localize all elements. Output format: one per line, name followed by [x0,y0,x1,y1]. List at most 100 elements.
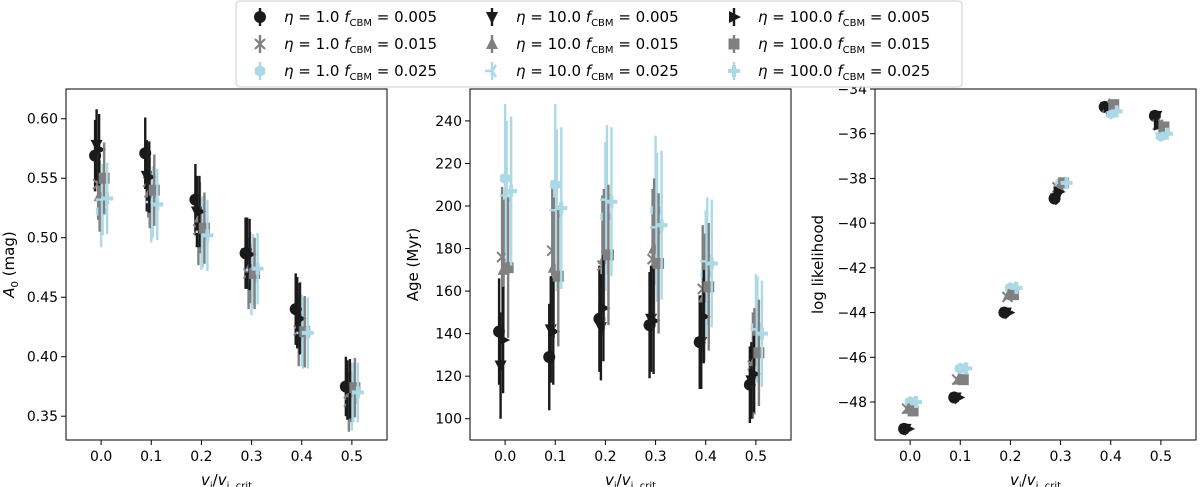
y-axis-label: log likelihood [809,215,827,314]
point-p2-s7-x4 [698,310,711,323]
legend-entry-6: η = 10.0 fCBM = 0.025 [485,62,679,83]
point-p3-s9-x5 [1160,127,1173,140]
legend-entry-3: η = 1.0 fCBM = 0.025 [254,62,437,83]
y-tick-label: 0.40 [27,350,58,366]
point-p2-s8-x2 [602,249,614,261]
y-tick-label: 0.60 [27,112,58,128]
legend-label: η = 1.0 fCBM = 0.005 [284,8,437,29]
point-p2-s7-x3 [648,314,661,327]
legend-entry-8: η = 100.0 fCBM = 0.015 [728,35,930,56]
y-axis-label: Age (Myr) [404,228,422,301]
legend-entry-4: η = 10.0 fCBM = 0.005 [486,8,679,29]
legend-marker-icon [728,65,740,77]
x-tick-label: 0.5 [745,449,767,465]
x-axis-label: vi/vi, crit [605,471,656,487]
point-p1-s7-x2 [194,205,207,218]
point-p3-s9-x3 [1060,176,1073,189]
y-tick-label: 180 [435,242,462,258]
x-tick-label: 0.3 [1049,449,1071,465]
x-tick-label: 0.3 [240,449,262,465]
point-p1-s8-x0 [98,172,110,184]
x-tick-label: 0.3 [644,449,666,465]
x-tick-label: 0.2 [594,449,616,465]
point-p2-s8-x5 [753,347,765,359]
x-tick-label: 0.0 [494,449,516,465]
legend-entry-9: η = 100.0 fCBM = 0.025 [728,62,930,83]
y-tick-label: −42 [837,261,867,277]
y-tick-label: 0.35 [27,409,58,425]
y-tick-label: 100 [435,412,462,428]
legend-entry-2: η = 1.0 fCBM = 0.015 [254,35,437,56]
point-p1-s8-x3 [249,267,261,279]
point-p1-s7-x4 [294,312,307,325]
y-tick-label: 220 [435,156,462,172]
point-p1-s8-x2 [198,222,210,234]
point-p2-s4-x0 [494,360,507,373]
y-tick-label: −36 [837,127,867,143]
x-tick-label: 0.5 [341,449,363,465]
legend-label: η = 100.0 fCBM = 0.025 [758,62,930,83]
y-tick-label: 240 [435,114,462,130]
panel-1: 0.0 0.1 0.2 0.3 0.4 0.5 0.35 0.40 0.45 0.50 0.55 0.… [0,88,388,487]
y-tick-label: −48 [837,395,867,411]
legend-frame [235,0,963,88]
point-p3-s8-x5 [1158,121,1170,133]
point-p3-s7-x1 [953,391,966,404]
legend-label: η = 1.0 fCBM = 0.015 [284,35,437,56]
y-tick-label: −44 [837,306,867,322]
y-tick-label: 200 [435,199,462,215]
legend-marker-icon [486,12,498,24]
legend-label: η = 1.0 fCBM = 0.025 [284,62,437,83]
point-p3-s9-x4 [1110,105,1123,118]
point-p1-s9-x0 [101,192,114,205]
panel-2: 0.0 0.1 0.2 0.3 0.4 0.5 100 120 140 160 180 200 220 2… [404,88,792,487]
y-tick-label: 0.45 [27,290,58,306]
x-tick-label: 0.5 [1150,449,1172,465]
x-tick-label: 0.2 [999,449,1021,465]
point-p1-s7-x1 [144,171,157,184]
y-tick-label: 0.50 [27,231,58,247]
legend: η = 1.0 fCBM = 0.005 η = 1.0 fCBM = 0.015… [235,0,963,88]
legend-label: η = 10.0 fCBM = 0.025 [516,62,679,83]
point-p1-s9-x5 [351,386,364,399]
point-p3-s8-x2 [1007,289,1019,301]
point-p1-s9-x1 [151,198,164,211]
legend-label: η = 100.0 fCBM = 0.015 [758,35,930,56]
point-p3-s4-x5 [1150,110,1163,123]
x-tick-label: 0.2 [190,449,212,465]
legend-label: η = 10.0 fCBM = 0.005 [516,8,679,29]
point-p2-s7-x0 [498,334,511,347]
point-p3-s4-x3 [1050,193,1063,206]
point-p2-s8-x1 [552,270,564,282]
point-p2-s7-x2 [598,302,611,315]
point-p3-s7-x0 [903,422,916,435]
point-p1-s7-x0 [94,143,107,156]
legend-entry-1: η = 1.0 fCBM = 0.005 [254,8,437,29]
x-tick-label: 0.0 [90,449,112,465]
x-tick-label: 0.1 [949,449,971,465]
y-tick-label: −46 [837,350,867,366]
point-p1-s8-x1 [148,184,160,196]
point-p3-s8-x0 [907,405,919,417]
point-p2-s8-x4 [703,281,715,293]
y-tick-label: 0.55 [27,171,58,187]
x-tick-label: 0.0 [899,449,921,465]
legend-marker-icon [728,38,740,50]
point-p1-s9-x3 [251,262,264,275]
point-p1-s9-x4 [301,326,314,339]
y-tick-label: 160 [435,284,462,300]
point-p1-s8-x5 [349,382,361,394]
legend-entry-7: η = 100.0 fCBM = 0.005 [729,8,930,29]
legend-marker-icon [485,64,498,78]
legend-label: η = 10.0 fCBM = 0.015 [516,35,679,56]
legend-label: η = 100.0 fCBM = 0.005 [758,8,930,29]
point-p1-s7-x3 [244,248,257,261]
panel-3: 0.0 0.1 0.2 0.3 0.4 0.5−48−46−44−42−40−38−36−… [809,82,1197,487]
x-tick-label: 0.1 [544,449,566,465]
point-p2-s9-x3 [655,219,668,232]
axes-frame-1 [65,88,388,441]
legend-entry-5: η = 10.0 fCBM = 0.015 [486,35,679,56]
point-p2-s9-x0 [505,185,518,198]
legend-marker-icon [254,11,266,23]
x-axis-label: vi/vi, crit [201,471,252,487]
